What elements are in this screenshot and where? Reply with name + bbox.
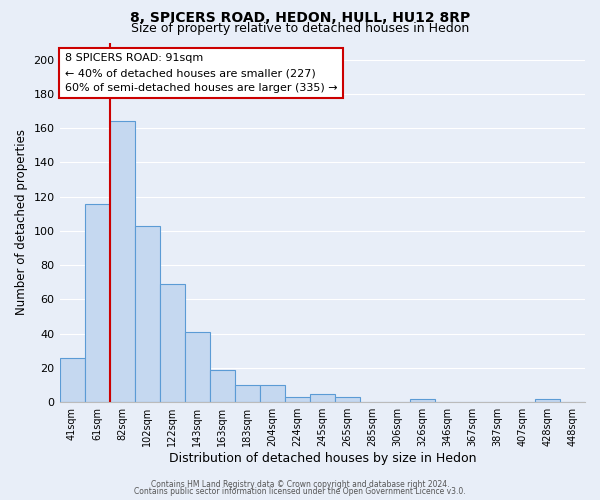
Text: Size of property relative to detached houses in Hedon: Size of property relative to detached ho…: [131, 22, 469, 35]
Bar: [160, 284, 185, 402]
Bar: [235, 385, 260, 402]
Text: Contains public sector information licensed under the Open Government Licence v3: Contains public sector information licen…: [134, 487, 466, 496]
X-axis label: Distribution of detached houses by size in Hedon: Distribution of detached houses by size …: [169, 452, 476, 465]
Bar: [310, 394, 335, 402]
Bar: [410, 399, 435, 402]
Text: 8 SPICERS ROAD: 91sqm
← 40% of detached houses are smaller (227)
60% of semi-det: 8 SPICERS ROAD: 91sqm ← 40% of detached …: [65, 54, 337, 93]
Text: 8, SPICERS ROAD, HEDON, HULL, HU12 8RP: 8, SPICERS ROAD, HEDON, HULL, HU12 8RP: [130, 11, 470, 25]
Bar: [59, 358, 85, 402]
Y-axis label: Number of detached properties: Number of detached properties: [15, 130, 28, 316]
Bar: [110, 122, 134, 402]
Bar: [209, 370, 235, 402]
Bar: [535, 399, 560, 402]
Bar: [85, 204, 110, 402]
Bar: [134, 226, 160, 402]
Bar: [335, 397, 360, 402]
Bar: [285, 397, 310, 402]
Text: Contains HM Land Registry data © Crown copyright and database right 2024.: Contains HM Land Registry data © Crown c…: [151, 480, 449, 489]
Bar: [260, 385, 285, 402]
Bar: [185, 332, 209, 402]
